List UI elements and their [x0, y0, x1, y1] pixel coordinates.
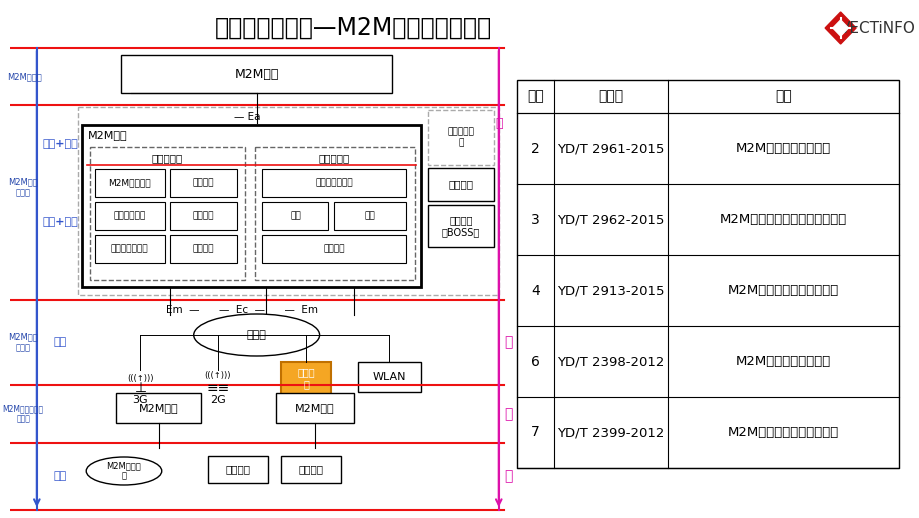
Text: 6: 6 [530, 354, 539, 368]
Bar [83, 125, 421, 287]
Text: 通信: 通信 [53, 338, 66, 348]
Text: 终端外设: 终端外设 [298, 464, 323, 474]
Bar [427, 168, 494, 201]
Text: (((↑))): (((↑))) [127, 373, 153, 382]
Bar [77, 107, 498, 295]
Polygon shape [824, 12, 856, 44]
Text: 2G: 2G [210, 395, 225, 405]
Bar [208, 456, 268, 483]
Text: M2M终端设备业务能力技术要求: M2M终端设备业务能力技术要求 [719, 213, 846, 226]
Text: M2M设备管理: M2M设备管理 [108, 179, 151, 188]
Text: M2M业务总体技术要求: M2M业务总体技术要求 [735, 355, 830, 368]
Bar [169, 235, 237, 263]
Bar [116, 393, 201, 423]
Text: 4: 4 [530, 283, 539, 297]
Text: 管理支撑系
统: 管理支撑系 统 [447, 128, 474, 147]
Text: ⊥: ⊥ [134, 381, 146, 395]
Text: 管: 管 [504, 336, 512, 350]
Text: M2M通信系统增强安全要求: M2M通信系统增强安全要求 [727, 284, 838, 297]
Text: 3: 3 [530, 212, 539, 226]
Text: 计费系统
（BOSS）: 计费系统 （BOSS） [441, 215, 480, 237]
Text: WLAN: WLAN [372, 372, 405, 382]
Ellipse shape [86, 457, 162, 485]
Bar [169, 169, 237, 197]
Text: M2M网关: M2M网关 [139, 403, 178, 413]
Text: M2M应用: M2M应用 [234, 67, 278, 80]
Text: YD/T 2962-2015: YD/T 2962-2015 [557, 213, 664, 226]
Text: YD/T 2961-2015: YD/T 2961-2015 [557, 142, 664, 155]
Text: M2M业务
能力层: M2M业务 能力层 [8, 178, 38, 197]
Text: 网管系统: 网管系统 [448, 179, 473, 189]
Bar [334, 202, 405, 230]
Text: 云: 云 [494, 117, 502, 130]
Bar [262, 169, 405, 197]
Text: 标准号: 标准号 [598, 90, 623, 104]
Bar [95, 202, 165, 230]
Bar [427, 110, 494, 165]
Text: 群组管理: 群组管理 [192, 179, 214, 188]
Text: YD/T 2398-2012: YD/T 2398-2012 [557, 355, 664, 368]
Text: 计费: 计费 [289, 211, 301, 221]
Text: 访问控制: 访问控制 [192, 244, 214, 253]
Text: — Ea: — Ea [233, 112, 260, 122]
Text: 标识管理和寻址: 标识管理和寻址 [315, 179, 353, 188]
Text: 7: 7 [530, 425, 539, 439]
Text: ≡≡: ≡≡ [206, 381, 230, 395]
Polygon shape [832, 20, 847, 36]
Text: 安全: 安全 [364, 211, 375, 221]
Text: M2M通信
网络层: M2M通信 网络层 [8, 333, 38, 352]
Text: 通信+信息: 通信+信息 [42, 218, 78, 227]
Text: 序号: 序号 [527, 90, 543, 104]
Text: M2M应用通信协议技术要求: M2M应用通信协议技术要求 [727, 426, 838, 439]
Text: 物联网应用案例—M2M网络结构及标准: 物联网应用案例—M2M网络结构及标准 [215, 16, 492, 40]
Text: (((↑))): (((↑))) [204, 370, 231, 380]
Text: VECTiNFO: VECTiNFO [838, 21, 914, 36]
Text: 数据存储与转发: 数据存储与转发 [111, 244, 149, 253]
Bar [358, 362, 421, 392]
Text: YD/T 2399-2012: YD/T 2399-2012 [557, 426, 664, 439]
Bar [90, 147, 244, 280]
Bar [427, 205, 494, 247]
Text: M2M终端: M2M终端 [295, 403, 335, 413]
Bar [262, 235, 405, 263]
Bar [95, 169, 165, 197]
Text: 公共能力集: 公共能力集 [319, 153, 350, 163]
Bar [280, 456, 341, 483]
Bar [255, 147, 414, 280]
Text: 业务能力集: 业务能力集 [152, 153, 183, 163]
Text: M2M应用层: M2M应用层 [6, 72, 41, 81]
Text: 核心网: 核心网 [246, 330, 267, 340]
Text: 名称: 名称 [775, 90, 791, 104]
Bar [95, 235, 165, 263]
Bar [280, 362, 331, 404]
Text: 终端外设: 终端外设 [225, 464, 251, 474]
Text: M2M业务平台技术要求: M2M业务平台技术要求 [735, 142, 830, 155]
Bar [169, 202, 237, 230]
Text: 3G: 3G [132, 395, 148, 405]
Text: 资源管理: 资源管理 [192, 211, 214, 221]
Bar [276, 393, 353, 423]
Text: Em  —      —  Ec  —      —  Em: Em — — Ec — — Em [166, 305, 318, 315]
Text: 2: 2 [530, 141, 539, 155]
Text: 接入控制: 接入控制 [323, 244, 345, 253]
Text: YD/T 2913-2015: YD/T 2913-2015 [557, 284, 664, 297]
Text: M2M终端及感知
延伸层: M2M终端及感知 延伸层 [3, 405, 44, 424]
Ellipse shape [194, 314, 319, 356]
Text: 外部能力调用: 外部能力调用 [114, 211, 146, 221]
Bar [121, 55, 391, 93]
Text: M2M末梢网
络: M2M末梢网 络 [107, 462, 142, 481]
Text: 业务: 业务 [53, 471, 66, 482]
Bar [262, 202, 328, 230]
Text: 固定接
入: 固定接 入 [297, 367, 314, 389]
Text: M2M平台: M2M平台 [88, 130, 128, 140]
Text: 端: 端 [504, 469, 512, 483]
Text: 信息+业务: 信息+业务 [42, 139, 78, 149]
Text: 边: 边 [504, 407, 512, 421]
Bar [516, 80, 898, 468]
